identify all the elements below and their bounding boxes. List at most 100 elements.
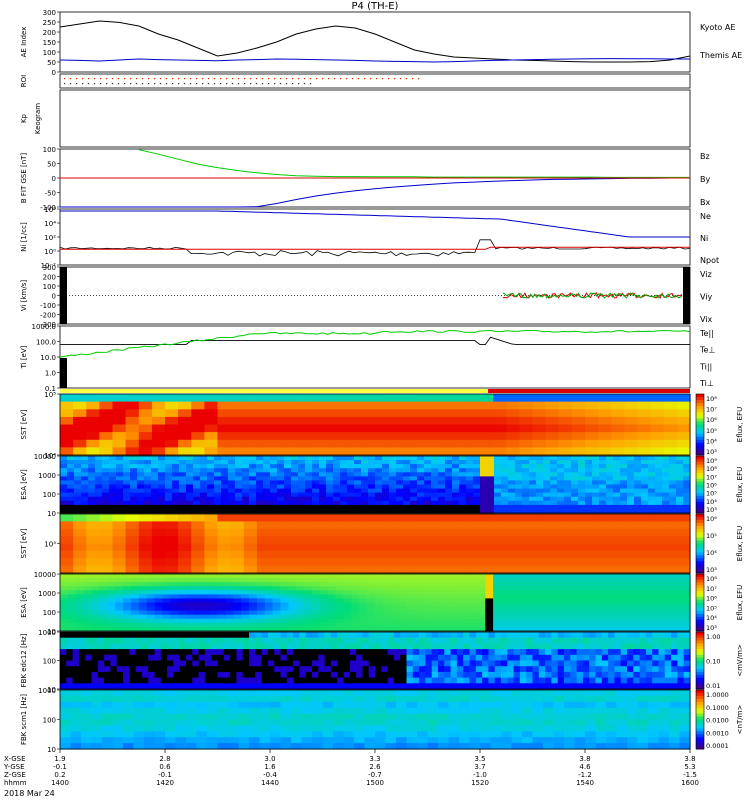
- spectrogram-cell: [398, 626, 408, 632]
- spectrogram-cell: [519, 401, 534, 410]
- spectrogram-cell: [304, 578, 313, 583]
- spectrogram-cell: [261, 632, 269, 639]
- spectrogram-cell: [340, 500, 348, 506]
- spectrogram-cell: [410, 484, 418, 490]
- spectrogram-cell: [256, 394, 271, 403]
- spectrogram-cell: [564, 660, 571, 667]
- spectrogram-cell: [178, 586, 187, 591]
- spectrogram-cell: [192, 666, 200, 673]
- spectrogram-cell: [493, 574, 502, 579]
- spectrogram-cell: [494, 666, 502, 673]
- spectrogram-cell: [445, 492, 453, 498]
- roi-mark: [88, 78, 90, 80]
- spectrogram-cell: [242, 508, 250, 514]
- roi-mark: [298, 78, 300, 80]
- spectrogram-cell: [99, 521, 114, 530]
- spectrogram-cell: [322, 565, 337, 574]
- spectrogram-cell: [543, 476, 551, 482]
- spectrogram-cell: [191, 416, 205, 426]
- spectrogram-cell: [445, 594, 455, 600]
- spectrogram-cell: [438, 468, 446, 473]
- spectrogram-cell: [475, 654, 483, 662]
- spectrogram-cell: [522, 707, 534, 715]
- spectrogram-cell: [312, 488, 320, 494]
- spectrogram-cell: [305, 508, 313, 514]
- spectrogram-cell: [382, 614, 392, 620]
- spectrogram-cell: [620, 660, 628, 667]
- spectrogram-cell: [398, 590, 408, 595]
- colorbar-cell: [696, 470, 704, 474]
- legend-entry: Bx: [700, 198, 710, 207]
- spectrogram-cell: [571, 521, 586, 530]
- spectrogram-cell: [165, 508, 173, 514]
- spectrogram-cell: [493, 514, 507, 522]
- legend-entry: Vix: [700, 315, 713, 324]
- spectrogram-cell: [60, 677, 67, 684]
- spectrogram-cell: [123, 695, 135, 703]
- spectrogram-cell: [511, 725, 523, 732]
- spectrogram-cell: [193, 574, 203, 579]
- spectrogram-cell: [129, 632, 137, 639]
- spectrogram-cell: [123, 707, 135, 715]
- spectrogram-cell: [91, 743, 103, 750]
- spectrogram-cell: [576, 643, 584, 650]
- spectrogram-cell: [333, 460, 341, 465]
- spectrogram-cell: [179, 649, 187, 656]
- spectrogram-cell: [130, 500, 138, 506]
- spectrogram-cell: [217, 690, 229, 697]
- spectrogram-cell: [466, 543, 481, 552]
- spectrogram-cell: [364, 731, 376, 738]
- spectrogram-cell: [354, 496, 362, 502]
- spectrogram-cell: [571, 578, 581, 583]
- spectrogram-cell: [67, 618, 77, 624]
- spectrogram-cell: [650, 558, 665, 567]
- spectrogram-cell: [217, 401, 232, 410]
- spectrogram-cell: [288, 610, 297, 616]
- spectrogram-cell: [85, 666, 93, 673]
- spectrogram-cell: [356, 654, 363, 662]
- roi-mark: [166, 78, 168, 80]
- spectrogram-cell: [506, 432, 520, 441]
- spectrogram-cell: [141, 632, 149, 639]
- spectrogram-cell: [286, 666, 294, 673]
- spectrogram-cell: [256, 586, 266, 591]
- spectrogram-cell: [585, 504, 593, 510]
- spectrogram-cell: [296, 598, 305, 604]
- spectrogram-cell: [375, 565, 389, 574]
- spectrogram-cell: [60, 654, 67, 662]
- spectrogram-cell: [201, 610, 211, 616]
- colorbar-cell: [696, 611, 704, 615]
- spectrogram-cell: [123, 637, 130, 644]
- spectrogram-cell: [60, 574, 69, 579]
- spectrogram-cell: [214, 504, 222, 510]
- spectrogram-cell: [671, 671, 678, 679]
- spectrogram-cell: [611, 614, 620, 620]
- spectrogram-cell: [396, 460, 404, 465]
- spectrogram-cell: [440, 432, 455, 441]
- spectrogram-cell: [501, 606, 510, 612]
- spectrogram-cell: [564, 671, 571, 679]
- spectrogram-cell: [280, 590, 289, 595]
- spectrogram-cell: [322, 514, 337, 522]
- spectrogram-cell: [263, 464, 271, 469]
- spectrogram-cell: [603, 586, 612, 591]
- spectrogram-cell: [406, 731, 418, 738]
- spectrogram-cell: [652, 643, 660, 650]
- spectrogram-cell: [669, 500, 677, 506]
- spectrogram-cell: [532, 432, 547, 441]
- spectrogram-cell: [414, 432, 429, 441]
- spectrogram-cell: [587, 606, 597, 612]
- spectrogram-cell: [274, 637, 282, 644]
- roi-mark: [418, 78, 420, 80]
- spectrogram-cell: [438, 492, 446, 498]
- spectrogram-cell: [263, 460, 271, 465]
- spectrogram-cell: [337, 643, 345, 650]
- colorbar-tick-label: 10⁶: [706, 595, 717, 603]
- spectrogram-cell: [241, 574, 250, 579]
- spectrogram-cell: [398, 578, 408, 583]
- spectrogram-cell: [445, 460, 453, 465]
- spectrogram-cell: [642, 590, 652, 595]
- spectrogram-cell: [627, 666, 634, 673]
- spectrogram-cell: [453, 439, 468, 448]
- spectrogram-cell: [151, 492, 159, 498]
